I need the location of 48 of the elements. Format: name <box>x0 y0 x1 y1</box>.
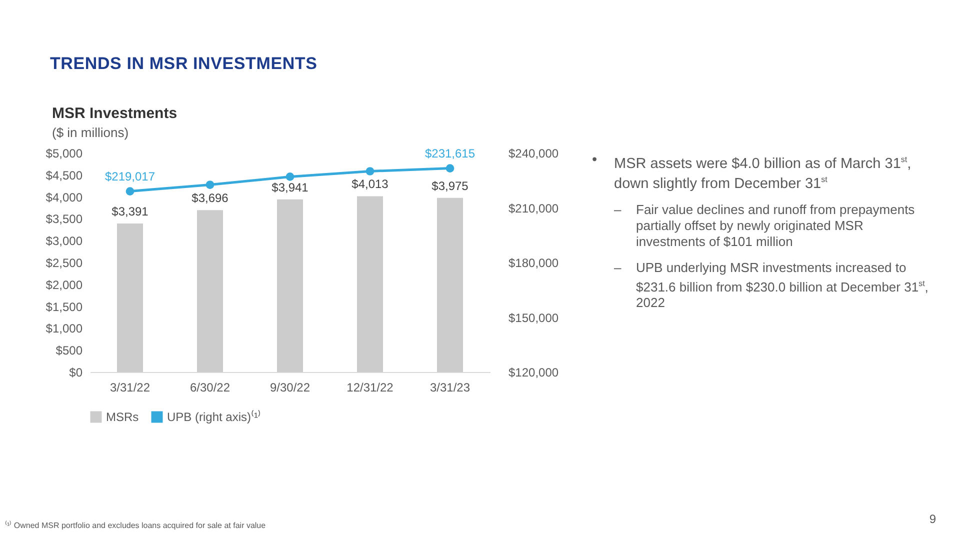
y-tick-label: $2,500 <box>46 256 83 270</box>
chart-subtitle: MSR Investments <box>52 105 178 122</box>
data-label: $219,017 <box>104 169 156 184</box>
data-label: $231,615 <box>424 146 476 160</box>
y2-tick-label: $120,000 <box>508 366 559 380</box>
data-label: $3,696 <box>192 191 229 206</box>
bar <box>277 199 303 372</box>
bar <box>197 210 223 372</box>
point <box>126 187 134 196</box>
bar <box>437 198 463 372</box>
y-tick-label: $3,000 <box>46 234 83 248</box>
y2-tick-label: $180,000 <box>508 256 559 270</box>
y2-tick-label: $210,000 <box>508 201 559 216</box>
x-tick-label: 9/30/22 <box>270 380 310 394</box>
text: 9 <box>929 512 936 526</box>
legend-label: MSRs <box>106 410 139 424</box>
text: – Fair value declines and runoff from prepayments partially offset by newly originated MSR investments of $101 million <box>614 202 916 250</box>
legend-label: UPB (right axis)⁽¹⁾ <box>167 410 262 424</box>
y-tick-label: $3,500 <box>46 212 83 226</box>
y2-tick-label: $240,000 <box>508 146 559 160</box>
y-tick-label: $4,000 <box>46 190 83 204</box>
data-label: $3,391 <box>112 204 149 218</box>
y-tick-label: $500 <box>56 344 83 358</box>
point <box>446 164 454 172</box>
bar <box>117 223 143 372</box>
bar <box>357 196 383 372</box>
x-tick-label: 3/31/23 <box>430 380 470 394</box>
chart-title: TRENDS IN MSR INVESTMENTS <box>50 54 318 74</box>
data-label: $3,941 <box>272 180 309 194</box>
point <box>286 172 294 181</box>
text: – UPB underlying MSR investments increased to $231.6 billion from $230.0 billion at December 31$^{st}$, 2022 <box>614 260 928 310</box>
y-tick-label: $5,000 <box>46 146 83 160</box>
y-tick-label: $1,000 <box>46 322 83 336</box>
text: ⁽¹⁾ Owned MSR portfolio and excludes loans acquired for sale at fair value <box>5 520 266 530</box>
point <box>206 180 214 189</box>
y-tick-label: $0 <box>69 366 83 380</box>
point <box>366 167 374 176</box>
text: • MSR assets were $4.0 billion as of March 31$^{st}$, down slightly from December 31$^{st}$ <box>592 152 912 192</box>
x-tick-label: 12/31/22 <box>346 380 394 394</box>
x-tick-label: 3/31/22 <box>110 380 150 394</box>
x-tick-label: 6/30/22 <box>190 380 230 394</box>
y-axis-title: ($ in millions) <box>52 125 129 140</box>
data-label: $3,975 <box>432 178 469 193</box>
y-tick-label: $1,500 <box>46 300 83 314</box>
data-label: $4,013 <box>352 177 389 192</box>
y2-tick-label: $150,000 <box>508 310 559 325</box>
y-tick-label: $2,000 <box>46 278 83 292</box>
y-tick-label: $4,500 <box>46 168 83 182</box>
